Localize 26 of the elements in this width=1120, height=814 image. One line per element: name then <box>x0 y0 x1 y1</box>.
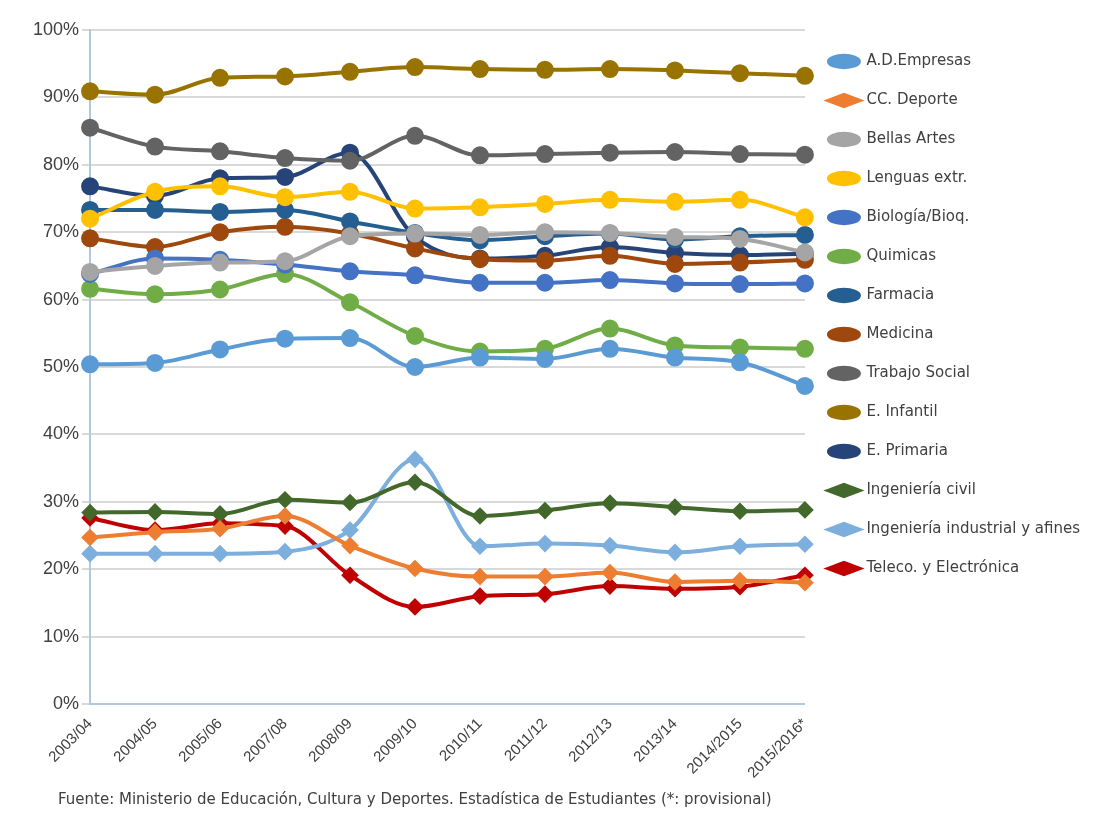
legend-label: CC. Deporte <box>866 90 958 109</box>
y-tick-label: 100% <box>32 18 80 39</box>
legend-label: Ingeniería civil <box>866 480 976 499</box>
y-tick-label: 80% <box>43 153 80 174</box>
y-tick-label: 70% <box>43 221 80 242</box>
legend-label: A.D.Empresas <box>866 51 972 70</box>
legend-label: E. Primaria <box>866 441 948 460</box>
legend-label: Medicina <box>866 324 934 343</box>
y-tick-label: 20% <box>43 558 80 579</box>
legend-label: Farmacia <box>866 285 935 304</box>
legend-label: Lenguas extr. <box>866 168 968 187</box>
y-tick-label: 40% <box>43 423 80 444</box>
y-tick-label: 30% <box>43 490 80 511</box>
legend-label: Trabajo Social <box>865 363 971 382</box>
y-tick-label: 0% <box>53 692 80 713</box>
legend-label: Quimicas <box>866 246 937 265</box>
y-tick-label: 60% <box>43 288 80 309</box>
legend-label: Ingeniería industrial y afines <box>866 519 1081 538</box>
y-tick-label: 50% <box>43 355 80 376</box>
legend-label: Biología/Bioq. <box>866 207 970 226</box>
y-tick-label: 10% <box>43 625 80 646</box>
legend-label: E. Infantil <box>866 402 938 421</box>
legend-label: Teleco. y Electrónica <box>865 558 1020 577</box>
legend-label: Bellas Artes <box>866 129 956 148</box>
y-tick-label: 90% <box>43 86 80 107</box>
source-note: Fuente: Ministerio de Educación, Cultura y Deportes. Estadística de Estudiantes (*: provisional) <box>58 790 772 808</box>
